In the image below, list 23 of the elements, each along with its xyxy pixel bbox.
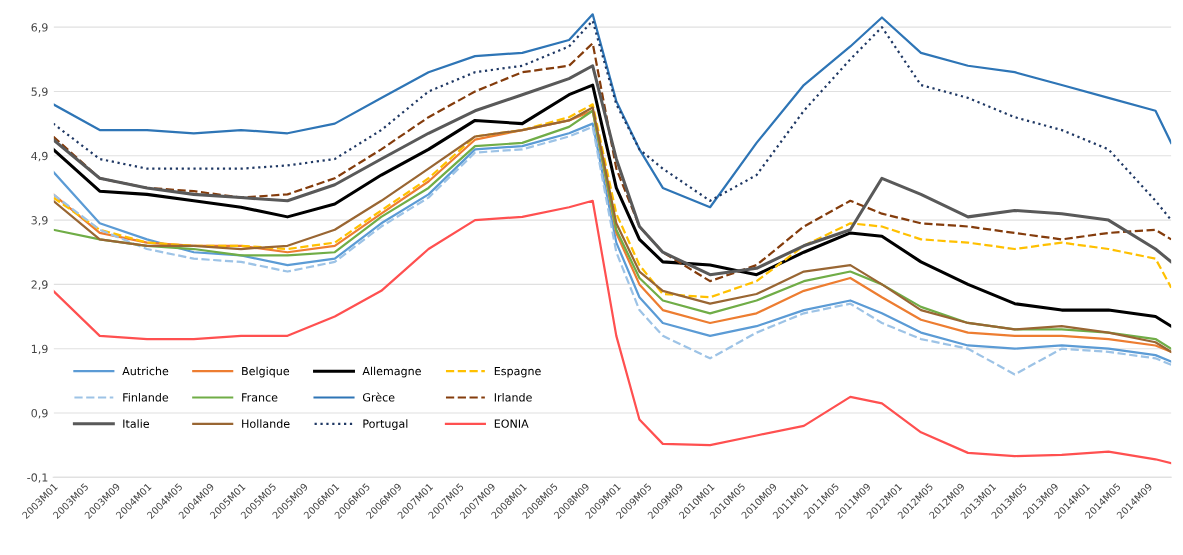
legend-label: Hollande: [242, 419, 290, 428]
y-tick-label: -0,1: [27, 473, 48, 483]
legend-label: Autriche: [122, 366, 169, 376]
line-series: [53, 199, 1172, 465]
legend-label: France: [242, 393, 278, 402]
legend-label: Espagne: [494, 366, 541, 378]
y-tick-label: 6,9: [31, 23, 48, 33]
legend-label: Belgique: [242, 366, 290, 378]
line-series: [53, 83, 1172, 328]
line-series: [53, 103, 1172, 299]
y-tick-label: 2,9: [31, 280, 48, 290]
y-tick-label: 0,9: [31, 408, 48, 419]
legend-label: Allemagne: [362, 366, 421, 378]
legend-label: Irlande: [494, 392, 532, 402]
y-tick-label: 4,9: [31, 151, 48, 162]
legend-label: EONIA: [494, 419, 529, 428]
y-tick-label: 1,9: [31, 344, 48, 355]
legend-label: Italie: [123, 419, 150, 428]
legend-label: Finlande: [123, 392, 169, 402]
y-tick-label: 3,9: [31, 216, 48, 226]
legend-label: Grèce: [362, 392, 395, 402]
y-tick-label: 5,9: [31, 87, 48, 97]
legend-label: Portugal: [363, 419, 408, 430]
